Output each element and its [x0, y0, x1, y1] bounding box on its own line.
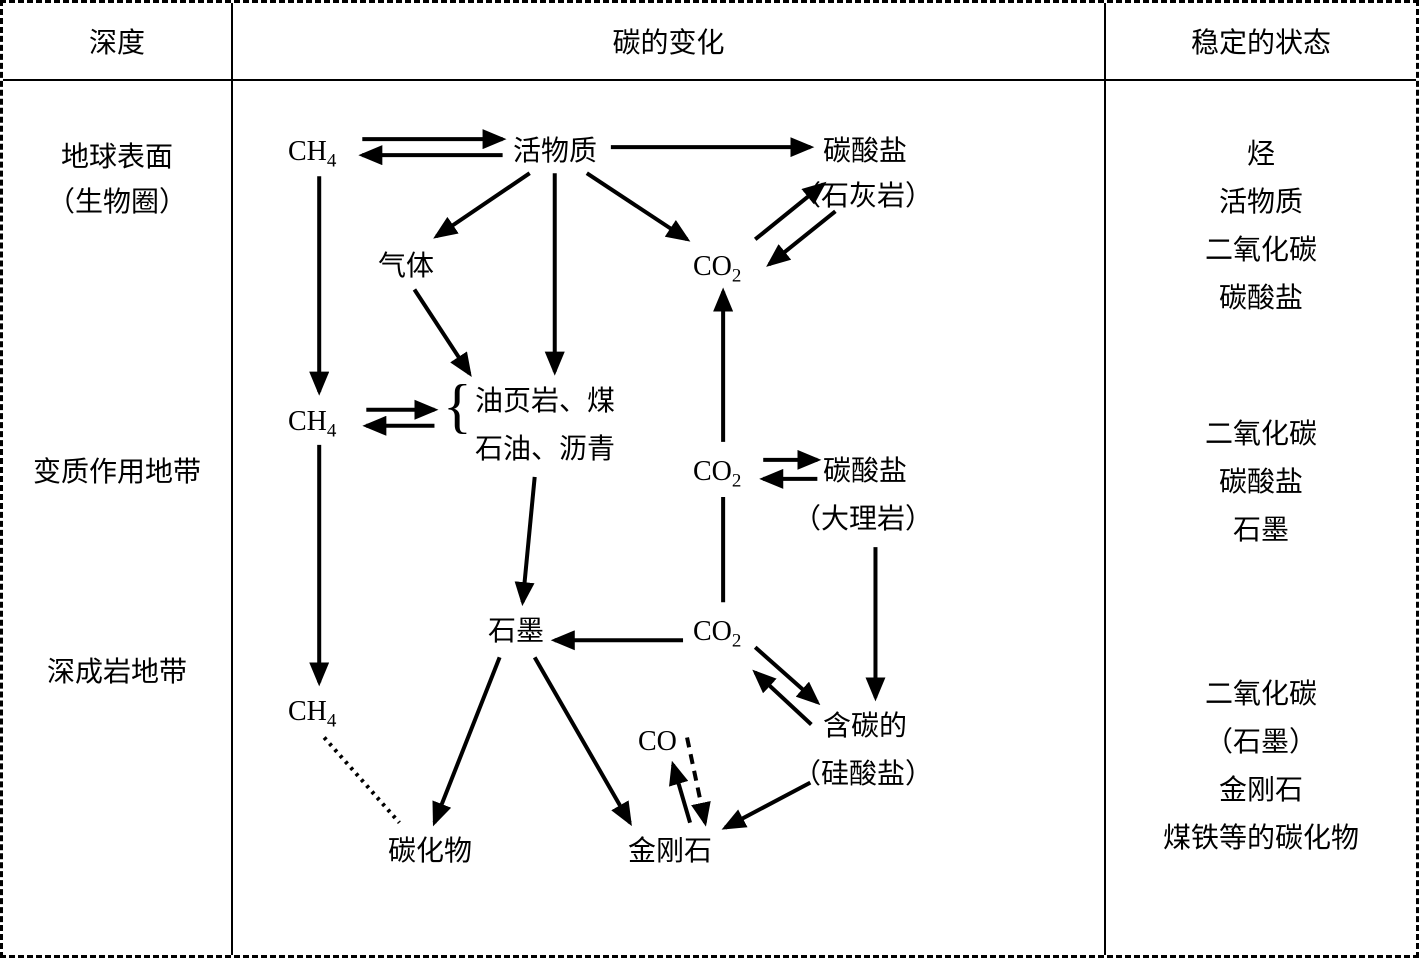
state-label: （石墨） — [1106, 719, 1416, 767]
change-column: { CH4活物质碳酸盐（石灰岩）气体CO2CH4油页岩、煤石油、沥青CO2碳酸盐… — [233, 81, 1106, 955]
node-carbonate1_l2: （石灰岩） — [793, 176, 933, 218]
state-label: 煤铁等的碳化物 — [1106, 815, 1416, 863]
state-label: 烃 — [1106, 131, 1416, 179]
state-label: 活物质 — [1106, 179, 1416, 227]
edge — [673, 765, 690, 823]
node-co: CO — [638, 721, 677, 763]
depth-column: 地球表面（生物圈） 变质作用地带深成岩地带 — [3, 81, 233, 955]
node-ch4_1: CH4 — [288, 131, 336, 176]
node-carbonate2_l1: 碳酸盐 — [823, 451, 907, 493]
node-living: 活物质 — [513, 131, 597, 173]
state-label: 二氧化碳 — [1106, 671, 1416, 719]
node-graphite: 石墨 — [488, 611, 544, 653]
edge — [755, 647, 817, 702]
state-label: 二氧化碳 — [1106, 411, 1416, 459]
header-state: 稳定的状态 — [1106, 3, 1416, 79]
node-co2_2: CO2 — [693, 451, 741, 496]
depth-label: 地球表面（生物圈） — [3, 136, 231, 226]
depth-label: 深成岩地带 — [3, 651, 231, 696]
header-row: 深度 碳的变化 稳定的状态 — [3, 3, 1416, 81]
arrows-svg — [233, 81, 1104, 955]
header-change: 碳的变化 — [233, 3, 1106, 79]
edge — [587, 173, 687, 239]
diagram-container: 深度 碳的变化 稳定的状态 地球表面（生物圈） 变质作用地带深成岩地带 { CH4… — [0, 0, 1419, 958]
node-oil1: 油页岩、煤 — [475, 381, 615, 423]
edge — [523, 477, 535, 602]
edge — [755, 672, 811, 724]
state-label: 金刚石 — [1106, 767, 1416, 815]
edge — [414, 289, 469, 373]
node-co2_3: CO2 — [693, 611, 741, 656]
edge — [687, 738, 705, 823]
node-carbonsi_l1: 含碳的 — [823, 706, 907, 748]
state-column: 烃活物质二氧化碳碳酸盐二氧化碳碳酸盐石墨二氧化碳（石墨）金刚石煤铁等的碳化物 — [1106, 81, 1416, 955]
state-label: 石墨 — [1106, 507, 1416, 555]
node-ch4_3: CH4 — [288, 691, 336, 736]
edge — [436, 173, 529, 236]
edge — [434, 657, 499, 822]
node-co2_1: CO2 — [693, 246, 741, 291]
body-row: 地球表面（生物圈）变质作用地带深成岩地带 { CH4活物质碳酸盐（石灰岩）气体C… — [3, 81, 1416, 955]
node-oil2: 石油、沥青 — [475, 429, 615, 471]
node-carbonate1_l1: 碳酸盐 — [823, 131, 907, 173]
state-label: 二氧化碳 — [1106, 227, 1416, 275]
node-ch4_2: CH4 — [288, 401, 336, 446]
node-gas: 气体 — [378, 246, 434, 288]
edge — [324, 738, 399, 823]
node-carbonsi_l2: （硅酸盐） — [793, 754, 933, 796]
node-carbide: 碳化物 — [388, 831, 472, 873]
brace-icon: { — [443, 376, 472, 436]
edge — [535, 657, 630, 822]
node-diamond: 金刚石 — [628, 831, 712, 873]
node-carbonate2_l2: （大理岩） — [793, 499, 933, 541]
depth-label: 变质作用地带 — [3, 451, 231, 496]
state-label: 碳酸盐 — [1106, 275, 1416, 323]
state-label: 碳酸盐 — [1106, 459, 1416, 507]
header-depth: 深度 — [3, 3, 233, 79]
